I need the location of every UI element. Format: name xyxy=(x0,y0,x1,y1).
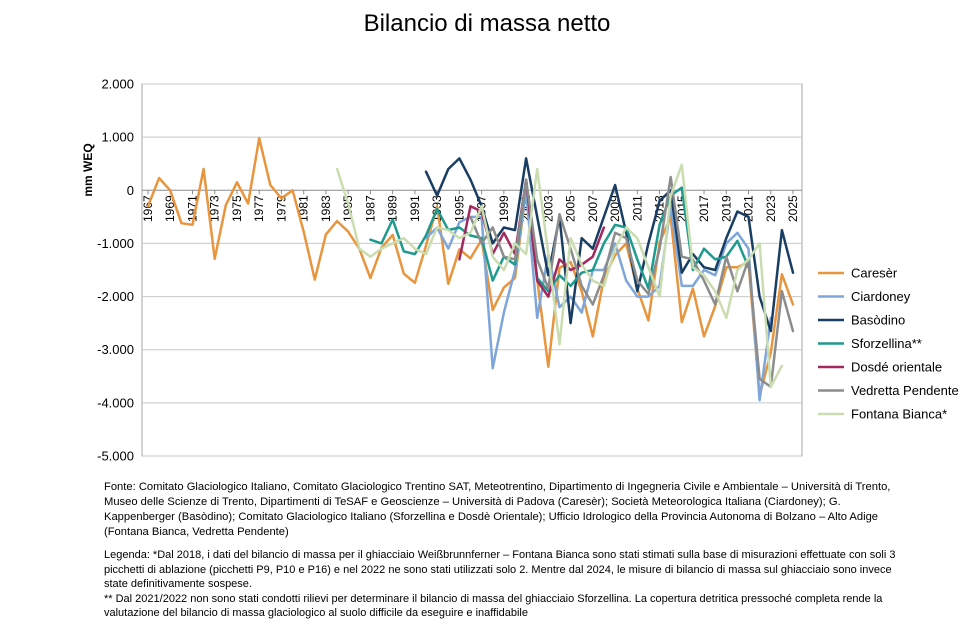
x-tick-label: 1991 xyxy=(408,195,422,222)
y-tick-label: 2.000 xyxy=(101,77,134,92)
y-tick-label: 0 xyxy=(127,183,134,198)
series-line-2 xyxy=(424,157,795,333)
legend-label-5: Vedretta Pendente xyxy=(851,383,959,398)
series-line-0 xyxy=(146,136,795,398)
axes: 2.000 1.000 0 -1.000 -2.000 -3.000 -4.000 -5.00… xyxy=(81,77,800,464)
x-tick-label: 1999 xyxy=(497,195,511,222)
x-tick-label: 1979 xyxy=(274,195,288,222)
source-note: Fonte: Comitato Glaciologico Italiano, C… xyxy=(104,481,891,538)
x-tick-label: 1995 xyxy=(452,195,466,222)
y-tick-label: -3.000 xyxy=(97,342,134,357)
y-axis-label: mm WEQ xyxy=(81,143,95,196)
y-tick-label: 1.000 xyxy=(101,130,134,145)
x-tick-label: 1987 xyxy=(363,195,377,222)
x-tick-label: 1975 xyxy=(230,195,244,222)
legend-label-2: Basòdino xyxy=(851,313,905,328)
series-line-3 xyxy=(369,178,750,293)
x-tick-label: 1989 xyxy=(386,195,400,222)
legend: Caresèr Ciardoney Basòdino Sforzellina** Dos… xyxy=(818,266,959,422)
y-tick-label: -2.000 xyxy=(97,289,134,304)
grid-lines xyxy=(141,83,803,457)
legend-note-2: ** Dal 2021/2022 non sono stati condotti… xyxy=(104,592,883,620)
x-tick-label: 2025 xyxy=(786,195,800,222)
x-tick-label: 2005 xyxy=(564,195,578,222)
series-line-5 xyxy=(469,175,795,389)
x-tick-label: 1967 xyxy=(141,195,155,222)
series-line-6 xyxy=(335,163,784,389)
legend-note-1: Legenda: *Dal 2018, i dati del bilancio … xyxy=(104,549,896,590)
y-tick-label: -1.000 xyxy=(97,236,134,251)
mass-balance-chart: 2.000 1.000 0 -1.000 -2.000 -3.000 -4.000 -5.00… xyxy=(81,77,959,464)
x-tick-label: 2003 xyxy=(541,195,555,222)
legend-notes: Legenda: *Dal 2018, i dati del bilancio … xyxy=(104,548,904,621)
x-tick-label: 1983 xyxy=(319,195,333,222)
series-lines xyxy=(146,136,795,402)
x-tick-label: 1977 xyxy=(252,195,266,222)
x-tick-label: 2011 xyxy=(630,195,644,221)
legend-label-3: Sforzellina** xyxy=(851,336,922,351)
x-tick-label: 2017 xyxy=(697,195,711,222)
x-tick-label: 1973 xyxy=(208,195,222,222)
y-tick-label: -4.000 xyxy=(97,395,134,410)
x-tick-label: 2023 xyxy=(764,195,778,222)
x-tick-label: 2007 xyxy=(586,195,600,222)
legend-label-1: Ciardoney xyxy=(851,289,911,304)
chart-title: Bilancio di massa netto xyxy=(363,10,611,37)
x-tick-label: 2019 xyxy=(719,195,733,222)
y-tick-label: -5.000 xyxy=(97,449,134,464)
legend-label-4: Dosdé orientale xyxy=(851,360,942,375)
legend-label-6: Fontana Bianca* xyxy=(851,407,947,422)
legend-label-0: Caresèr xyxy=(851,266,898,281)
